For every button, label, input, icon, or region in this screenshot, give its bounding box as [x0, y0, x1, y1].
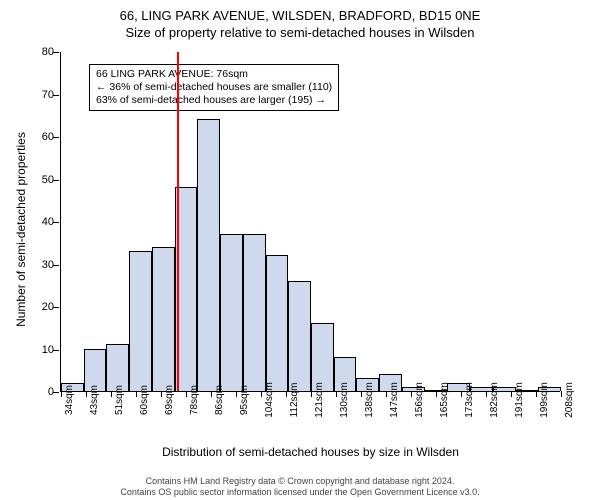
chart-container: Number of semi-detached properties 66 LI…	[0, 44, 600, 454]
x-tick-label: 199sqm	[539, 382, 550, 418]
x-tick-label: 43sqm	[89, 385, 100, 415]
histogram-bar	[129, 251, 152, 391]
y-axis-label: Number of semi-detached properties	[14, 132, 28, 327]
x-tick-label: 191sqm	[514, 382, 525, 418]
histogram-bar	[243, 234, 266, 391]
x-tick-label: 147sqm	[389, 382, 400, 418]
x-tick	[186, 391, 187, 397]
x-tick-label: 95sqm	[239, 385, 250, 415]
annotation-line: ← 36% of semi-detached houses are smalle…	[96, 81, 332, 94]
histogram-bar	[266, 255, 289, 391]
x-tick-label: 121sqm	[314, 382, 325, 418]
histogram-bar	[220, 234, 243, 391]
histogram-bar	[106, 344, 129, 391]
plot-area: 66 LING PARK AVENUE: 76sqm← 36% of semi-…	[60, 52, 560, 392]
x-tick-label: 60sqm	[139, 385, 150, 415]
x-tick-label: 104sqm	[264, 382, 275, 418]
annotation-box: 66 LING PARK AVENUE: 76sqm← 36% of semi-…	[89, 64, 339, 111]
x-tick	[411, 391, 412, 397]
y-tick-label: 10	[42, 344, 54, 356]
x-tick-label: 34sqm	[64, 385, 75, 415]
x-tick-label: 156sqm	[414, 382, 425, 418]
x-tick-label: 173sqm	[464, 382, 475, 418]
x-tick	[211, 391, 212, 397]
x-tick-label: 78sqm	[189, 385, 200, 415]
x-tick	[511, 391, 512, 397]
y-tick-label: 60	[42, 131, 54, 143]
x-tick-label: 208sqm	[564, 382, 575, 418]
x-tick	[386, 391, 387, 397]
chart-title-line2: Size of property relative to semi-detach…	[0, 23, 600, 40]
x-tick-label: 138sqm	[364, 382, 375, 418]
footer-attribution: Contains HM Land Registry data © Crown c…	[0, 476, 600, 498]
x-tick	[286, 391, 287, 397]
histogram-bar	[152, 247, 175, 392]
chart-title-line1: 66, LING PARK AVENUE, WILSDEN, BRADFORD,…	[0, 0, 600, 23]
y-tick-label: 40	[42, 216, 54, 228]
y-tick-label: 50	[42, 174, 54, 186]
y-tick-label: 0	[48, 386, 54, 398]
x-tick	[486, 391, 487, 397]
histogram-bar	[197, 119, 220, 391]
x-tick	[436, 391, 437, 397]
x-tick	[111, 391, 112, 397]
x-tick-label: 182sqm	[489, 382, 500, 418]
x-tick	[61, 391, 62, 397]
x-tick-label: 51sqm	[114, 385, 125, 415]
x-tick	[311, 391, 312, 397]
annotation-line: 63% of semi-detached houses are larger (…	[96, 94, 332, 107]
x-tick-label: 86sqm	[214, 385, 225, 415]
x-tick-label: 112sqm	[289, 383, 300, 418]
y-tick-label: 30	[42, 259, 54, 271]
x-tick-label: 69sqm	[164, 385, 175, 415]
x-tick	[361, 391, 362, 397]
histogram-bar	[311, 323, 334, 391]
histogram-bar	[288, 281, 311, 392]
x-tick	[136, 391, 137, 397]
x-tick	[561, 391, 562, 397]
x-tick	[336, 391, 337, 397]
x-tick	[261, 391, 262, 397]
x-tick	[236, 391, 237, 397]
footer-line2: Contains OS public sector information li…	[0, 487, 600, 498]
x-tick	[536, 391, 537, 397]
x-tick	[461, 391, 462, 397]
x-axis-label: Distribution of semi-detached houses by …	[61, 445, 560, 459]
x-tick-label: 130sqm	[339, 382, 350, 418]
x-tick-label: 165sqm	[439, 382, 450, 418]
x-tick	[86, 391, 87, 397]
x-tick	[161, 391, 162, 397]
y-tick-label: 80	[42, 46, 54, 58]
footer-line1: Contains HM Land Registry data © Crown c…	[0, 476, 600, 487]
reference-line	[177, 52, 179, 391]
y-tick-label: 20	[42, 301, 54, 313]
y-tick-label: 70	[42, 89, 54, 101]
annotation-line: 66 LING PARK AVENUE: 76sqm	[96, 68, 332, 81]
